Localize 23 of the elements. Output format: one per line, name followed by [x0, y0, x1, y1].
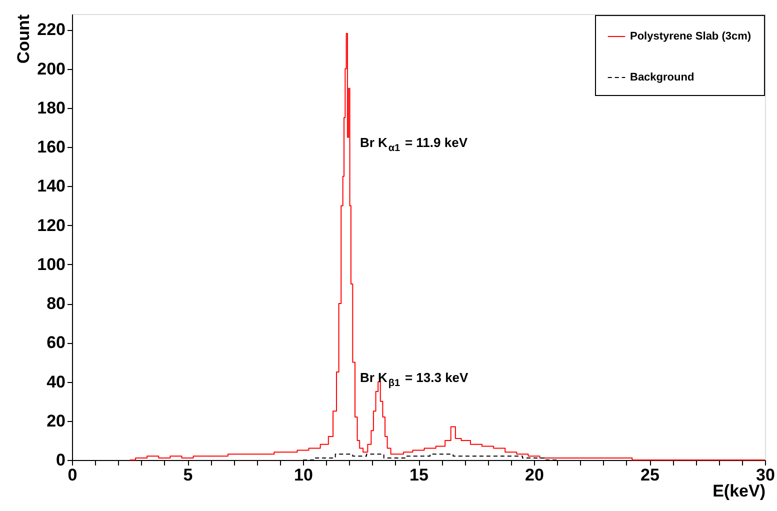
y-tick-label: 0 — [56, 450, 66, 470]
x-tick-label: 20 — [525, 466, 544, 484]
y-tick-label: 200 — [37, 59, 66, 78]
y-tick-label: 40 — [46, 372, 66, 392]
y-tick-label: 120 — [37, 216, 66, 235]
y-tick-label: 100 — [37, 254, 66, 274]
y-tick-label: 160 — [37, 138, 66, 157]
x-tick-label: 25 — [640, 466, 660, 484]
y-tick-label: 60 — [46, 333, 66, 352]
x-tick-label: 10 — [294, 466, 313, 484]
y-axis-title: Count — [14, 14, 34, 64]
x-tick-label: 15 — [410, 466, 428, 484]
y-tick-label: 220 — [37, 20, 66, 40]
x-tick-label: 5 — [183, 466, 193, 484]
y-tick-label: 140 — [37, 176, 66, 196]
legend-label: Polystyrene Slab (3cm) — [630, 30, 752, 42]
y-tick-label: 80 — [46, 294, 66, 314]
y-tick-label: 20 — [46, 411, 66, 430]
legend-label: Background — [630, 72, 694, 84]
x-tick-label: 0 — [68, 466, 78, 484]
x-tick-label: 30 — [756, 466, 775, 484]
x-axis-title: E(keV) — [712, 482, 766, 500]
y-tick-label: 180 — [37, 98, 66, 118]
